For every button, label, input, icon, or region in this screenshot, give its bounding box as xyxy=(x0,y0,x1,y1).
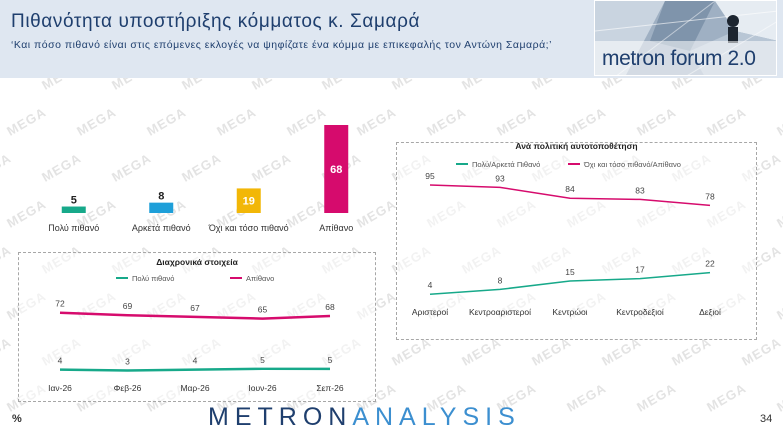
data-label: 93 xyxy=(495,173,505,183)
x-tick-label: Κεντρώοι xyxy=(552,307,587,317)
watermark-text: MEGA xyxy=(39,78,84,93)
watermark-text: MEGA xyxy=(564,104,609,139)
slide-title: Πιθανότητα υποστήριξης κόμματος κ. Σαμαρ… xyxy=(11,11,421,32)
series-line-2 xyxy=(59,311,331,320)
bar-value-label: 68 xyxy=(330,164,342,176)
data-label: 84 xyxy=(565,184,575,194)
data-label: 68 xyxy=(325,302,335,312)
watermark-text: MEGA xyxy=(319,78,364,93)
watermark-text: MEGA xyxy=(564,380,609,415)
logo-photo-graphic xyxy=(595,1,776,75)
data-label: 5 xyxy=(260,355,265,365)
watermark-text: MEGA xyxy=(424,104,469,139)
watermark-text: MEGA xyxy=(0,334,14,369)
x-tick-label: Μαρ-26 xyxy=(180,383,209,393)
x-tick-label: Κεντροαριστεροί xyxy=(469,307,531,317)
bar-2 xyxy=(149,202,174,213)
x-tick-label: Φεβ-26 xyxy=(114,383,142,393)
data-label: 72 xyxy=(55,299,65,309)
data-label: 22 xyxy=(705,259,715,269)
percent-sign: % xyxy=(12,413,22,425)
watermark-text: MEGA xyxy=(774,380,783,415)
logo-text: metron forum 2.0 xyxy=(602,47,756,70)
watermark-text: MEGA xyxy=(739,78,783,93)
data-label: 69 xyxy=(123,301,133,311)
data-label: 15 xyxy=(565,267,575,277)
brand-analysis: ANALYSIS xyxy=(352,403,521,431)
watermark-text: MEGA xyxy=(774,104,783,139)
bar-value-label: 8 xyxy=(158,191,164,203)
bar-1 xyxy=(61,206,86,213)
watermark-text: MEGA xyxy=(599,78,644,93)
bar-category-label: Απίθανο xyxy=(319,223,353,233)
watermark-text: MEGA xyxy=(0,150,14,185)
bar-value-label: 19 xyxy=(243,196,255,208)
series-line-1 xyxy=(429,271,711,295)
ideology-title: Ανά πολιτική αυτοτοποθέτηση xyxy=(515,141,638,151)
watermark-text: MEGA xyxy=(459,78,504,93)
watermark-text: MEGA xyxy=(0,242,14,277)
watermark-text: MEGA xyxy=(529,78,574,93)
data-label: 4 xyxy=(193,356,198,366)
data-label: 8 xyxy=(498,275,503,285)
data-label: 78 xyxy=(705,191,715,201)
slide-subtitle: ‘Και πόσο πιθανό είναι στις επόμενες εκλ… xyxy=(11,39,552,51)
x-tick-label: Ιουν-26 xyxy=(248,383,277,393)
bar-category-label: Αρκετά πιθανό xyxy=(132,223,191,233)
data-label: 65 xyxy=(258,305,268,315)
bar-3 xyxy=(236,188,261,213)
x-tick-label: Αριστεροί xyxy=(412,307,448,317)
legend-label: Απίθανο xyxy=(246,274,274,283)
x-tick-label: Δεξιοί xyxy=(699,307,721,317)
legend-label: Όχι και τόσο πιθανό/Απίθανο xyxy=(583,160,681,169)
watermark-text: MEGA xyxy=(494,104,539,139)
ideology-panel: Ανά πολιτική αυτοτοποθέτηση xyxy=(396,141,757,340)
metron-analysis-brand: METRONANALYSIS xyxy=(208,403,521,432)
watermark-text: MEGA xyxy=(389,78,434,93)
watermark-text: MEGA xyxy=(634,104,679,139)
probability-bar-chart: 5 Πολύ πιθανό 8 Αρκετά πιθανό 19 Όχι και τόσο… xyxy=(48,125,353,233)
watermark-text: MEGA xyxy=(774,288,783,323)
x-tick-label: Σεπ-26 xyxy=(316,383,343,393)
page-number: 34 xyxy=(760,413,773,425)
data-label: 3 xyxy=(125,356,130,366)
legend-label: Πολύ πιθανό xyxy=(132,274,174,283)
timeseries-title: Διαχρονικά στοιχεία xyxy=(156,257,238,267)
bar-category-label: Όχι και τόσο πιθανό xyxy=(208,223,289,233)
bar-category-label: Πολύ πιθανό xyxy=(48,223,99,233)
watermark-text: MEGA xyxy=(669,78,714,93)
data-label: 83 xyxy=(635,185,645,195)
watermark-text: MEGA xyxy=(0,78,14,93)
series-line-2 xyxy=(429,184,711,207)
data-label: 95 xyxy=(425,171,435,181)
watermark-text: MEGA xyxy=(634,380,679,415)
data-label: 67 xyxy=(190,303,200,313)
watermark-text: MEGA xyxy=(109,78,154,93)
bar-4 xyxy=(324,125,349,213)
x-tick-label: Κεντροδεξιοί xyxy=(616,307,664,317)
timeseries-panel: Διαχρονικά στοιχεία xyxy=(18,252,376,402)
ideology-line-chart: Πολύ/Αρκετά Πιθανό Όχι και τόσο πιθανό/Απ… xyxy=(412,160,721,317)
timeseries-line-chart: Πολύ πιθανό Απίθανο 4 3 4 5 5 72 69 67 65 68 Ιαν-26 Φ… xyxy=(48,274,344,393)
x-tick-label: Ιαν-26 xyxy=(48,383,72,393)
data-label: 17 xyxy=(635,265,645,275)
watermark-text: MEGA xyxy=(704,380,749,415)
bar-value-label: 5 xyxy=(71,195,77,207)
legend-label: Πολύ/Αρκετά Πιθανό xyxy=(472,160,540,169)
metron-forum-logo: metron forum 2.0 xyxy=(594,0,777,76)
watermark-text: MEGA xyxy=(774,196,783,231)
data-label: 4 xyxy=(58,356,63,366)
data-label: 4 xyxy=(428,280,433,290)
data-label: 5 xyxy=(328,355,333,365)
watermark-text: MEGA xyxy=(249,78,294,93)
series-line-1 xyxy=(59,367,330,372)
watermark-text: MEGA xyxy=(179,78,224,93)
brand-metron: METRON xyxy=(208,403,353,431)
slide-header: Πιθανότητα υποστήριξης κόμματος κ. Σαμαρ… xyxy=(0,0,783,78)
watermark-text: MEGA xyxy=(704,104,749,139)
